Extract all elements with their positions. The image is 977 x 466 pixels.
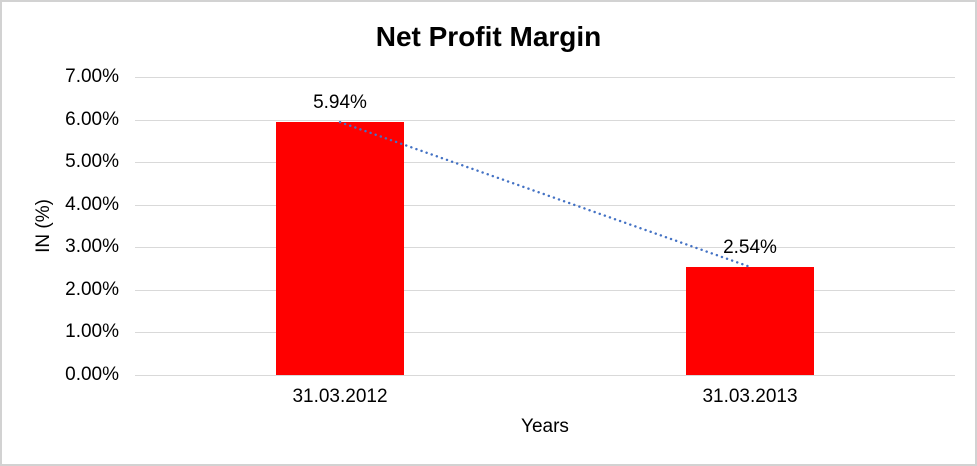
y-tick-label: 0.00% [65,364,119,385]
gridline [135,247,955,249]
gridline [135,119,955,121]
bar-data-label: 2.54% [723,236,777,258]
bar-data-label: 5.94% [313,92,367,114]
bar-31.03.2013 [686,266,814,375]
y-tick-label: 7.00% [65,66,119,87]
trendline-dotted [338,120,752,269]
y-tick-label: 2.00% [65,278,119,300]
trendline [338,120,752,269]
x-axis-title: Years [521,416,569,437]
x-tick-label: 31.03.2012 [292,386,388,407]
y-tick-label: 6.00% [65,108,119,130]
y-tick-label: 1.00% [65,321,119,343]
plot-area: 5.94% 2.54% [135,77,955,376]
y-tick-label: 3.00% [65,236,119,258]
gridline [135,204,955,206]
chart-title: Net Profit Margin [375,21,602,52]
x-tick-label: 31.03.2013 [702,386,798,407]
y-tick-label: 5.00% [65,151,119,173]
gridline [135,332,955,334]
gridline [135,375,955,376]
gridline [135,289,955,291]
gridline [135,77,955,78]
gridline [135,162,955,164]
bar-31.03.2012 [276,122,404,375]
y-tick-label: 4.00% [65,193,119,215]
